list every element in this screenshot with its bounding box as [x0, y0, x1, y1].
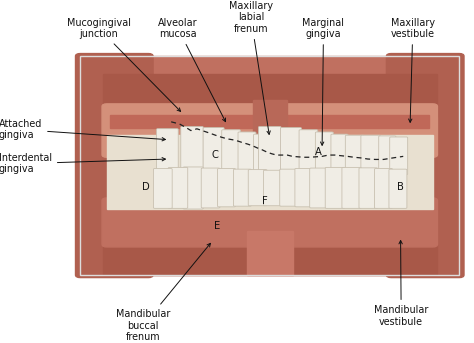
- Text: Alveolar
mucosa: Alveolar mucosa: [158, 17, 226, 122]
- FancyBboxPatch shape: [154, 168, 172, 208]
- FancyBboxPatch shape: [75, 54, 153, 277]
- FancyBboxPatch shape: [390, 137, 408, 175]
- FancyBboxPatch shape: [222, 130, 240, 178]
- FancyBboxPatch shape: [258, 127, 281, 180]
- Bar: [247, 231, 292, 275]
- FancyBboxPatch shape: [264, 170, 282, 206]
- Text: Mandibular
vestibule: Mandibular vestibule: [374, 240, 428, 327]
- Bar: [103, 244, 437, 275]
- Text: Attached
gingiva: Attached gingiva: [0, 119, 165, 141]
- FancyBboxPatch shape: [342, 167, 361, 208]
- FancyBboxPatch shape: [218, 168, 236, 207]
- Bar: [80, 56, 459, 275]
- FancyBboxPatch shape: [102, 104, 438, 157]
- FancyBboxPatch shape: [238, 132, 256, 177]
- Text: Maxillary
vestibule: Maxillary vestibule: [391, 17, 435, 122]
- FancyBboxPatch shape: [295, 168, 313, 207]
- FancyBboxPatch shape: [254, 134, 271, 176]
- FancyBboxPatch shape: [201, 168, 220, 208]
- FancyBboxPatch shape: [325, 167, 345, 208]
- FancyBboxPatch shape: [156, 129, 178, 178]
- FancyBboxPatch shape: [299, 130, 318, 178]
- FancyBboxPatch shape: [315, 132, 333, 177]
- Bar: [107, 135, 433, 209]
- Text: A: A: [314, 147, 321, 157]
- FancyBboxPatch shape: [248, 169, 267, 206]
- Bar: [103, 74, 437, 117]
- FancyBboxPatch shape: [181, 127, 203, 180]
- Text: D: D: [142, 182, 149, 192]
- Text: C: C: [211, 150, 218, 160]
- Text: E: E: [214, 221, 220, 232]
- FancyBboxPatch shape: [386, 54, 464, 277]
- FancyBboxPatch shape: [331, 134, 348, 176]
- FancyBboxPatch shape: [359, 168, 378, 208]
- FancyBboxPatch shape: [203, 128, 224, 179]
- FancyBboxPatch shape: [389, 169, 407, 208]
- Bar: [253, 100, 287, 144]
- Text: Marginal
gingiva: Marginal gingiva: [302, 17, 345, 145]
- Text: Mandibular
buccal
frenum: Mandibular buccal frenum: [116, 244, 210, 342]
- Text: B: B: [397, 182, 404, 192]
- FancyBboxPatch shape: [361, 135, 380, 175]
- Text: F: F: [262, 196, 268, 206]
- Text: Interdental
gingiva: Interdental gingiva: [0, 153, 165, 174]
- Bar: [80, 56, 459, 275]
- FancyBboxPatch shape: [280, 169, 298, 206]
- FancyBboxPatch shape: [234, 169, 251, 206]
- Bar: [110, 115, 429, 128]
- FancyBboxPatch shape: [379, 136, 396, 175]
- FancyBboxPatch shape: [374, 168, 392, 208]
- FancyBboxPatch shape: [168, 167, 188, 208]
- FancyBboxPatch shape: [310, 168, 328, 208]
- FancyBboxPatch shape: [102, 198, 438, 247]
- FancyBboxPatch shape: [346, 135, 364, 175]
- FancyBboxPatch shape: [183, 167, 203, 209]
- FancyBboxPatch shape: [281, 128, 301, 179]
- Text: Mucogingival
junction: Mucogingival junction: [67, 17, 181, 111]
- Text: Maxillary
labial
frenum: Maxillary labial frenum: [229, 1, 273, 134]
